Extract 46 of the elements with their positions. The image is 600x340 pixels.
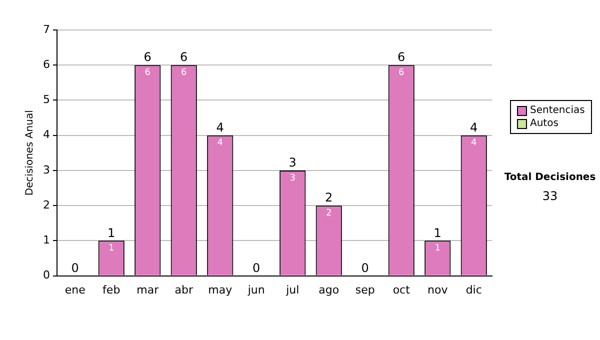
data-label: 6 [398,68,405,78]
total-label: 0 [71,260,79,275]
x-tick-label: oct [392,283,411,296]
x-tick-label: may [208,283,233,296]
y-axis-title: Decisiones Anual [24,110,36,196]
y-tick-label: 1 [43,234,50,247]
x-tick-label: abr [174,283,194,296]
total-label: 0 [252,260,260,275]
total-label: 6 [180,50,188,64]
data-label: 4 [471,138,478,148]
y-tick-label: 0 [43,268,50,282]
x-tick-label: jun [246,283,265,296]
text: Total Decisiones [503,172,597,183]
x-tick-label: ago [318,283,340,296]
x-tick-label: sep [355,283,375,296]
y-tick-label: 7 [43,22,50,36]
total-label: 2 [325,190,333,205]
y-tick-label: 2 [43,198,50,212]
legend-label: Autos [529,117,560,130]
y-tick-label: 4 [43,128,50,142]
total-label: 4 [470,120,478,134]
data-label: 2 [326,208,332,218]
text: 33 [541,189,559,203]
total-label: 0 [361,260,369,275]
y-tick-label: 3 [43,163,50,176]
total-label: 1 [108,226,116,240]
x-tick-label: jul [285,283,300,296]
total-label: 1 [434,226,442,240]
x-tick-label: mar [136,283,160,296]
legend-label: Sentencias [529,104,585,117]
data-label: 1 [434,244,440,254]
x-tick-label: dic [466,283,482,296]
total-label: 6 [398,50,406,64]
data-label: 6 [181,68,188,78]
total-label: 6 [144,50,152,64]
total-label: 4 [216,120,224,134]
data-label: 3 [290,173,296,184]
total-label: 3 [288,156,296,170]
data-label: 4 [217,138,224,148]
x-tick-label: ene [64,283,86,296]
data-label: 6 [144,68,151,78]
x-tick-label: feb [102,283,120,296]
y-tick-label: 6 [43,58,50,71]
x-tick-label: nov [428,283,448,296]
data-label: 1 [108,244,114,254]
y-tick-label: 5 [43,93,50,106]
